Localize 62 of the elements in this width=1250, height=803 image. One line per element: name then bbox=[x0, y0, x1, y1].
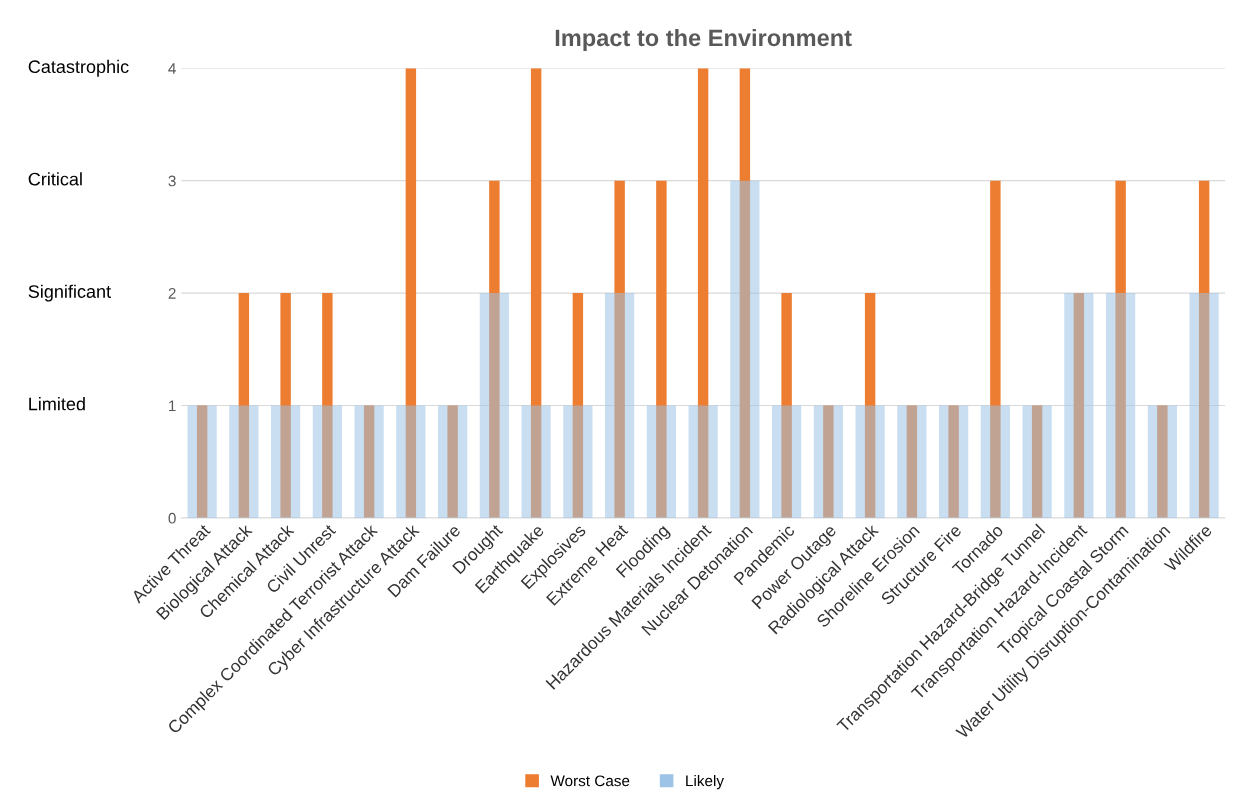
bar bbox=[196, 405, 208, 518]
y-tick-label: 4 bbox=[168, 63, 176, 74]
bar bbox=[1157, 405, 1168, 518]
y-tick-label: 3 bbox=[168, 175, 176, 187]
bar bbox=[688, 405, 718, 518]
bar bbox=[1022, 405, 1052, 518]
bar bbox=[864, 293, 876, 518]
bar bbox=[980, 405, 1010, 518]
bar bbox=[1064, 293, 1094, 518]
bar bbox=[697, 68, 709, 518]
legend-label: Worst Case bbox=[550, 775, 630, 787]
bar bbox=[948, 405, 959, 518]
y-tick-label: 2 bbox=[168, 287, 176, 299]
bar bbox=[1189, 293, 1219, 518]
bar bbox=[906, 405, 918, 518]
text: Limited bbox=[29, 397, 85, 411]
bar bbox=[1106, 293, 1136, 518]
bar bbox=[730, 180, 760, 518]
bar bbox=[322, 293, 333, 518]
text: Significant bbox=[28, 284, 111, 302]
bar bbox=[1073, 293, 1085, 518]
bar bbox=[396, 405, 426, 518]
bar bbox=[312, 405, 342, 518]
bar bbox=[521, 405, 551, 518]
bar bbox=[229, 405, 259, 518]
bar bbox=[897, 405, 927, 518]
bar bbox=[438, 405, 468, 518]
bar bbox=[1115, 180, 1126, 518]
bar bbox=[280, 293, 291, 518]
bar bbox=[447, 405, 458, 518]
chart-title: Impact to the Environment bbox=[555, 28, 852, 51]
bar bbox=[739, 68, 751, 518]
text: Catastrophic bbox=[28, 59, 129, 77]
bar bbox=[363, 405, 375, 518]
bar bbox=[563, 405, 593, 518]
bar bbox=[405, 68, 417, 518]
bar bbox=[939, 405, 969, 518]
y-tick-label: 1 bbox=[169, 400, 176, 412]
bar bbox=[813, 405, 843, 518]
bar bbox=[479, 293, 509, 518]
bar bbox=[646, 405, 676, 518]
bar bbox=[772, 405, 802, 518]
bar bbox=[855, 405, 885, 518]
bar bbox=[187, 405, 217, 518]
bar bbox=[605, 293, 635, 518]
bar bbox=[489, 180, 500, 518]
text: Critical bbox=[28, 172, 82, 186]
bar bbox=[781, 293, 792, 518]
bar bbox=[1198, 180, 1210, 518]
bar bbox=[656, 180, 667, 518]
bar bbox=[1031, 405, 1043, 518]
y-tick-label: 0 bbox=[168, 512, 176, 524]
bar bbox=[823, 405, 834, 518]
bar bbox=[530, 68, 542, 518]
legend-label: Likely bbox=[686, 775, 724, 790]
bar bbox=[238, 293, 250, 518]
bar bbox=[1147, 405, 1177, 518]
bar bbox=[354, 405, 384, 518]
bar bbox=[990, 180, 1001, 518]
bar bbox=[271, 405, 301, 518]
bar bbox=[614, 180, 625, 518]
bar bbox=[572, 293, 584, 518]
